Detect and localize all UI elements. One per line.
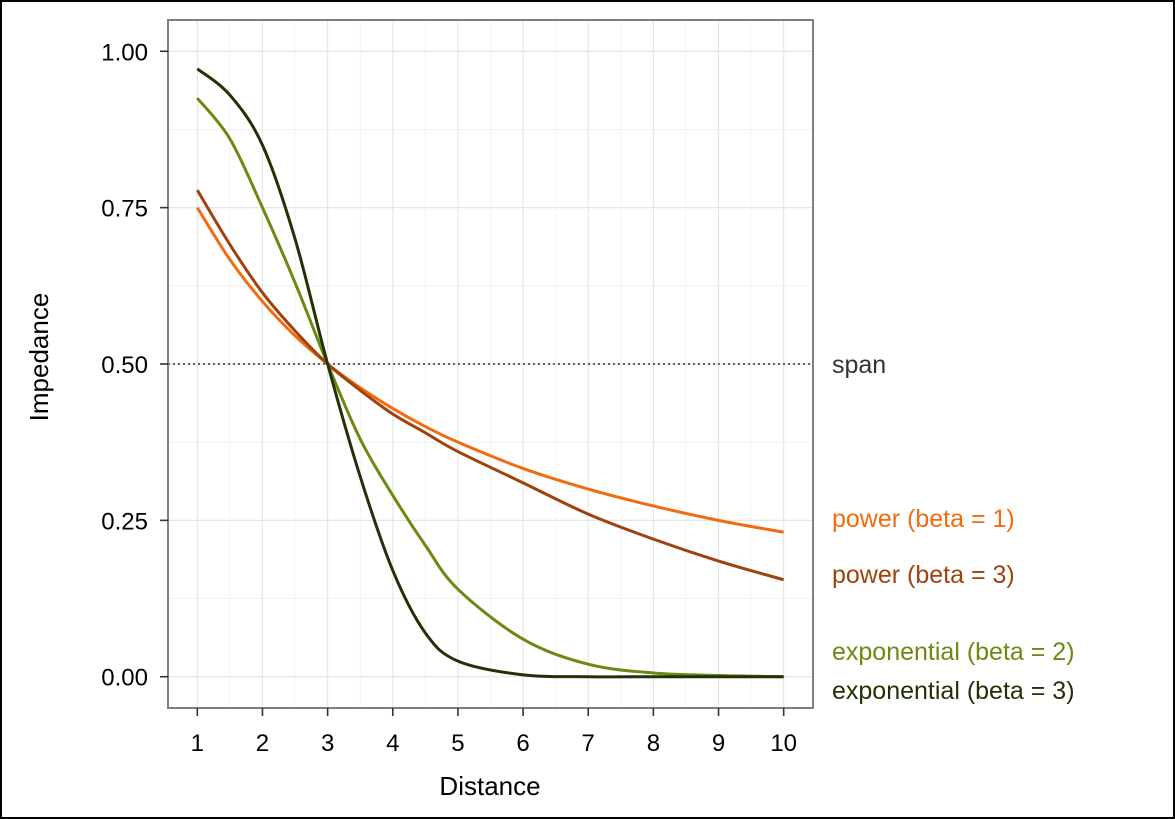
x-tick-label: 10 — [770, 730, 797, 757]
y-tick-label: 0.75 — [101, 196, 148, 223]
series-label: power (beta = 1) — [832, 505, 1015, 533]
y-tick-label: 0.00 — [101, 665, 148, 692]
series-labels: span power (beta = 1) power (beta = 3) expo… — [832, 351, 1075, 705]
series-line-exponential-beta-3 — [196, 67, 784, 679]
series-line-power-beta-1 — [196, 206, 784, 534]
series-label: exponential (beta = 3) — [832, 677, 1075, 705]
x-axis-title: Distance — [439, 771, 540, 801]
y-tick-label: 1.00 — [101, 39, 148, 66]
x-tick-label: 9 — [712, 730, 725, 757]
x-tick-label: 7 — [582, 730, 595, 757]
x-tick-label: 4 — [386, 730, 399, 757]
x-tick-label: 5 — [451, 730, 464, 757]
grid-major — [168, 20, 813, 708]
series-layer — [196, 67, 785, 679]
x-tick-label: 8 — [647, 730, 660, 757]
x-tick-label: 2 — [256, 730, 269, 757]
y-tick-label: 0.25 — [101, 508, 148, 535]
series-line-power-beta-3 — [196, 189, 785, 582]
series-label: exponential (beta = 2) — [832, 638, 1075, 666]
series-line-exponential-beta-2 — [196, 97, 784, 679]
x-axis: 1 2 3 4 5 6 7 8 9 10 — [191, 708, 797, 757]
y-tick-label: 0.50 — [101, 352, 148, 379]
x-tick-label: 3 — [321, 730, 334, 757]
x-tick-label: 6 — [516, 730, 529, 757]
series-label: power (beta = 3) — [832, 561, 1015, 589]
span-label: span — [832, 351, 886, 379]
y-axis-title: Impedance — [24, 293, 54, 422]
x-tick-label: 1 — [191, 730, 204, 757]
y-axis: 0.00 0.25 0.50 0.75 1.00 — [101, 39, 168, 692]
